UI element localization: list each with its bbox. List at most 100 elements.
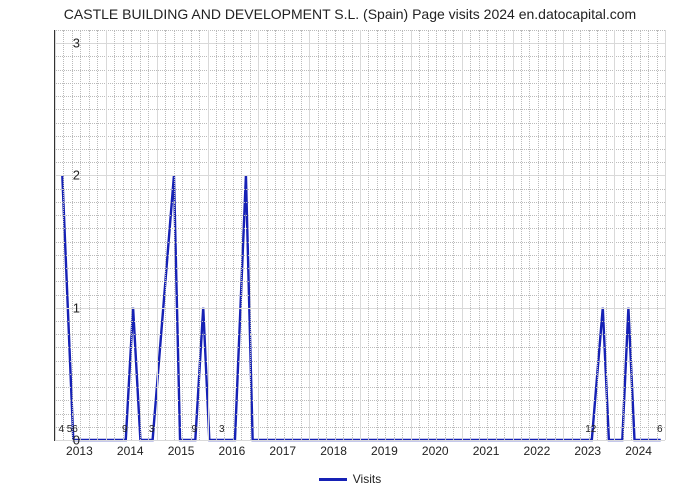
y-tick-label: 1 <box>56 300 80 315</box>
x-minor-gridline <box>589 30 590 440</box>
legend: Visits <box>0 472 700 486</box>
x-minor-gridline <box>479 30 480 440</box>
x-minor-gridline <box>191 30 192 440</box>
x-minor-gridline <box>606 30 607 440</box>
x-minor-gridline <box>555 30 556 440</box>
x-minor-gridline <box>631 30 632 440</box>
x-minor-gridline <box>140 30 141 440</box>
x-minor-gridline <box>292 30 293 440</box>
x-minor-gridline <box>538 30 539 440</box>
x-tick-label: 2015 <box>168 444 195 458</box>
x-minor-gridline <box>250 30 251 440</box>
x-minor-gridline <box>436 30 437 440</box>
x-minor-gridline <box>419 30 420 440</box>
x-minor-gridline <box>394 30 395 440</box>
x-minor-gridline <box>199 30 200 440</box>
x-minor-gridline <box>445 30 446 440</box>
x-minor-gridline <box>597 30 598 440</box>
x-gridline <box>55 30 56 440</box>
x-minor-gridline <box>224 30 225 440</box>
x-minor-gridline <box>521 30 522 440</box>
x-gridline <box>258 30 259 440</box>
x-tick-label: 2013 <box>66 444 93 458</box>
value-label: 3 <box>149 424 155 435</box>
x-minor-gridline <box>470 30 471 440</box>
x-gridline <box>462 30 463 440</box>
x-tick-label: 2021 <box>473 444 500 458</box>
x-minor-gridline <box>529 30 530 440</box>
value-label: 56 <box>67 424 78 435</box>
x-minor-gridline <box>368 30 369 440</box>
x-minor-gridline <box>165 30 166 440</box>
x-minor-gridline <box>343 30 344 440</box>
x-gridline <box>411 30 412 440</box>
x-minor-gridline <box>148 30 149 440</box>
x-minor-gridline <box>657 30 658 440</box>
x-minor-gridline <box>648 30 649 440</box>
x-minor-gridline <box>80 30 81 440</box>
x-minor-gridline <box>318 30 319 440</box>
x-tick-label: 2017 <box>269 444 296 458</box>
value-label: 9 <box>122 424 128 435</box>
x-gridline <box>513 30 514 440</box>
x-tick-label: 2024 <box>625 444 652 458</box>
x-minor-gridline <box>301 30 302 440</box>
x-minor-gridline <box>97 30 98 440</box>
y-tick-label: 3 <box>56 36 80 51</box>
value-label: 3 <box>219 424 225 435</box>
x-minor-gridline <box>623 30 624 440</box>
x-tick-label: 2018 <box>320 444 347 458</box>
value-label: 12 <box>585 424 596 435</box>
x-gridline <box>208 30 209 440</box>
x-minor-gridline <box>284 30 285 440</box>
x-tick-label: 2016 <box>219 444 246 458</box>
x-minor-gridline <box>428 30 429 440</box>
x-minor-gridline <box>131 30 132 440</box>
x-minor-gridline <box>402 30 403 440</box>
plot-area <box>54 30 665 441</box>
x-minor-gridline <box>546 30 547 440</box>
x-minor-gridline <box>182 30 183 440</box>
x-tick-label: 2019 <box>371 444 398 458</box>
x-gridline <box>309 30 310 440</box>
x-minor-gridline <box>377 30 378 440</box>
y-gridline <box>55 440 665 441</box>
x-minor-gridline <box>496 30 497 440</box>
x-minor-gridline <box>385 30 386 440</box>
x-minor-gridline <box>572 30 573 440</box>
value-label: 4 <box>59 424 65 435</box>
x-minor-gridline <box>275 30 276 440</box>
x-minor-gridline <box>63 30 64 440</box>
x-minor-gridline <box>352 30 353 440</box>
x-minor-gridline <box>233 30 234 440</box>
x-minor-gridline <box>487 30 488 440</box>
x-tick-label: 2022 <box>524 444 551 458</box>
x-gridline <box>614 30 615 440</box>
x-minor-gridline <box>216 30 217 440</box>
x-minor-gridline <box>326 30 327 440</box>
x-minor-gridline <box>267 30 268 440</box>
x-gridline <box>563 30 564 440</box>
x-minor-gridline <box>89 30 90 440</box>
x-gridline <box>157 30 158 440</box>
x-tick-label: 2014 <box>117 444 144 458</box>
value-label: 6 <box>657 424 663 435</box>
x-minor-gridline <box>335 30 336 440</box>
x-minor-gridline <box>504 30 505 440</box>
legend-label: Visits <box>353 472 381 486</box>
x-minor-gridline <box>580 30 581 440</box>
chart-title: CASTLE BUILDING AND DEVELOPMENT S.L. (Sp… <box>0 6 700 22</box>
x-minor-gridline <box>114 30 115 440</box>
value-label: 9 <box>192 424 198 435</box>
x-minor-gridline <box>123 30 124 440</box>
x-minor-gridline <box>174 30 175 440</box>
x-minor-gridline <box>453 30 454 440</box>
x-minor-gridline <box>640 30 641 440</box>
x-tick-label: 2020 <box>422 444 449 458</box>
legend-swatch <box>319 478 347 481</box>
x-gridline <box>665 30 666 440</box>
x-tick-label: 2023 <box>574 444 601 458</box>
x-minor-gridline <box>241 30 242 440</box>
y-tick-label: 2 <box>56 168 80 183</box>
x-gridline <box>360 30 361 440</box>
